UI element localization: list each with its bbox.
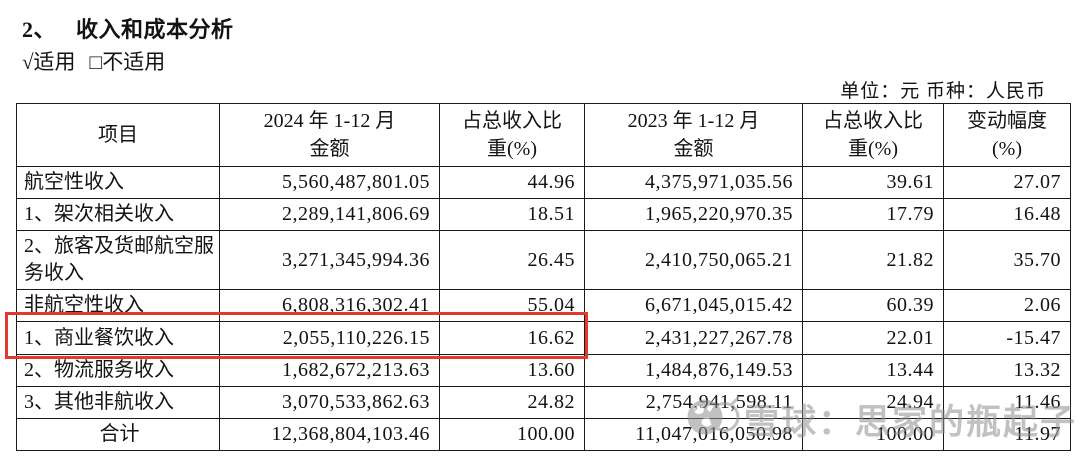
item-cell: 1、架次相关收入 [16, 198, 220, 231]
value-cell: 16.48 [943, 198, 1071, 231]
table-row: 3、其他非航收入 3,070,533,862.63 24.82 2,754,941,5… [16, 386, 1071, 419]
item-cell: 2、物流服务收入 [16, 354, 220, 387]
value-cell: 3,070,533,862.63 [219, 386, 440, 419]
value-cell: 21.82 [802, 230, 944, 290]
value-cell: 22.01 [802, 321, 944, 355]
header-row: 项目 2024 年 1-12 月 金额 占总收入比 重(%) 2023 年 1-12 … [16, 103, 1071, 167]
value-cell: 26.45 [439, 230, 585, 290]
revenue-analysis-table: 项目 2024 年 1-12 月 金额 占总收入比 重(%) 2023 年 1-12 … [16, 103, 1071, 451]
value-cell: 24.94 [802, 386, 944, 419]
value-cell: 6,808,316,302.41 [219, 289, 440, 322]
value-cell: 1,965,220,970.35 [584, 198, 803, 231]
value-cell: 11,047,016,050.98 [584, 418, 803, 451]
section-number: 2、 [22, 17, 57, 42]
value-cell: 16.62 [439, 321, 585, 355]
value-cell: 4,375,971,035.56 [584, 166, 803, 199]
table-row: 航空性收入 5,560,487,801.05 44.96 4,375,971,035.… [16, 166, 1071, 199]
value-cell: 18.51 [439, 198, 585, 231]
item-cell: 合计 [16, 418, 220, 451]
value-cell: 12,368,804,103.46 [219, 418, 440, 451]
column-header: 占总收入比 重(%) [439, 103, 585, 167]
page-title: 收入和成本分析 [76, 17, 234, 42]
value-cell: 100.00 [439, 418, 585, 451]
table-row: 2、旅客及货邮航空服务收入 3,271,345,994.36 26.45 2,410,… [16, 230, 1071, 290]
value-cell: 2,055,110,226.15 [219, 321, 440, 355]
item-cell: 3、其他非航收入 [16, 386, 220, 419]
value-cell: 6,671,045,015.42 [584, 289, 803, 322]
value-cell: 1,682,672,213.63 [219, 354, 440, 387]
value-cell: 24.82 [439, 386, 585, 419]
value-cell: 13.44 [802, 354, 944, 387]
value-cell: 2.06 [943, 289, 1071, 322]
value-cell: 2,289,141,806.69 [219, 198, 440, 231]
not-applicable-checkbox-label: □不适用 [89, 50, 166, 74]
value-cell: 2,754,941,598.11 [584, 386, 803, 419]
table-row: 1、商业餐饮收入 2,055,110,226.15 16.62 2,431,227,2… [16, 321, 1071, 355]
value-cell: 13.32 [943, 354, 1071, 387]
value-cell: -15.47 [943, 321, 1071, 355]
value-cell: 1,484,876,149.53 [584, 354, 803, 387]
table-row: 非航空性收入 6,808,316,302.41 55.04 6,671,045,015… [16, 289, 1071, 322]
value-cell: 11.46 [943, 386, 1071, 419]
item-cell: 非航空性收入 [16, 289, 220, 322]
applicability-line: √适用 □不适用 [22, 46, 165, 76]
value-cell: 2,410,750,065.21 [584, 230, 803, 290]
column-header: 2023 年 1-12 月 金额 [584, 103, 803, 167]
value-cell: 27.07 [943, 166, 1071, 199]
column-header: 2024 年 1-12 月 金额 [219, 103, 440, 167]
value-cell: 13.60 [439, 354, 585, 387]
applicable-checked-label: √适用 [22, 50, 76, 74]
value-cell: 55.04 [439, 289, 585, 322]
value-cell: 44.96 [439, 166, 585, 199]
value-cell: 3,271,345,994.36 [219, 230, 440, 290]
item-cell: 1、商业餐饮收入 [16, 321, 220, 355]
unit-currency-note: 单位：元 币种：人民币 [840, 81, 1046, 102]
value-cell: 11.97 [943, 418, 1071, 451]
table-body: 航空性收入 5,560,487,801.05 44.96 4,375,971,035.… [16, 166, 1071, 451]
table-row: 合计 12,368,804,103.46 100.00 11,047,016,050.… [16, 418, 1071, 451]
column-header: 变动幅度 (%) [943, 103, 1071, 167]
value-cell: 2,431,227,267.78 [584, 321, 803, 355]
section-title-row: 2、 收入和成本分析 [22, 12, 234, 44]
table-row: 2、物流服务收入 1,682,672,213.63 13.60 1,484,876,1… [16, 354, 1071, 387]
item-cell: 2、旅客及货邮航空服务收入 [16, 230, 220, 290]
value-cell: 35.70 [943, 230, 1071, 290]
column-header: 项目 [16, 103, 220, 167]
column-header: 占总收入比 重(%) [802, 103, 944, 167]
item-cell: 航空性收入 [16, 166, 220, 199]
value-cell: 60.39 [802, 289, 944, 322]
value-cell: 5,560,487,801.05 [219, 166, 440, 199]
table-row: 1、架次相关收入 2,289,141,806.69 18.51 1,965,220,9… [16, 198, 1071, 231]
value-cell: 17.79 [802, 198, 944, 231]
value-cell: 100.00 [802, 418, 944, 451]
value-cell: 39.61 [802, 166, 944, 199]
